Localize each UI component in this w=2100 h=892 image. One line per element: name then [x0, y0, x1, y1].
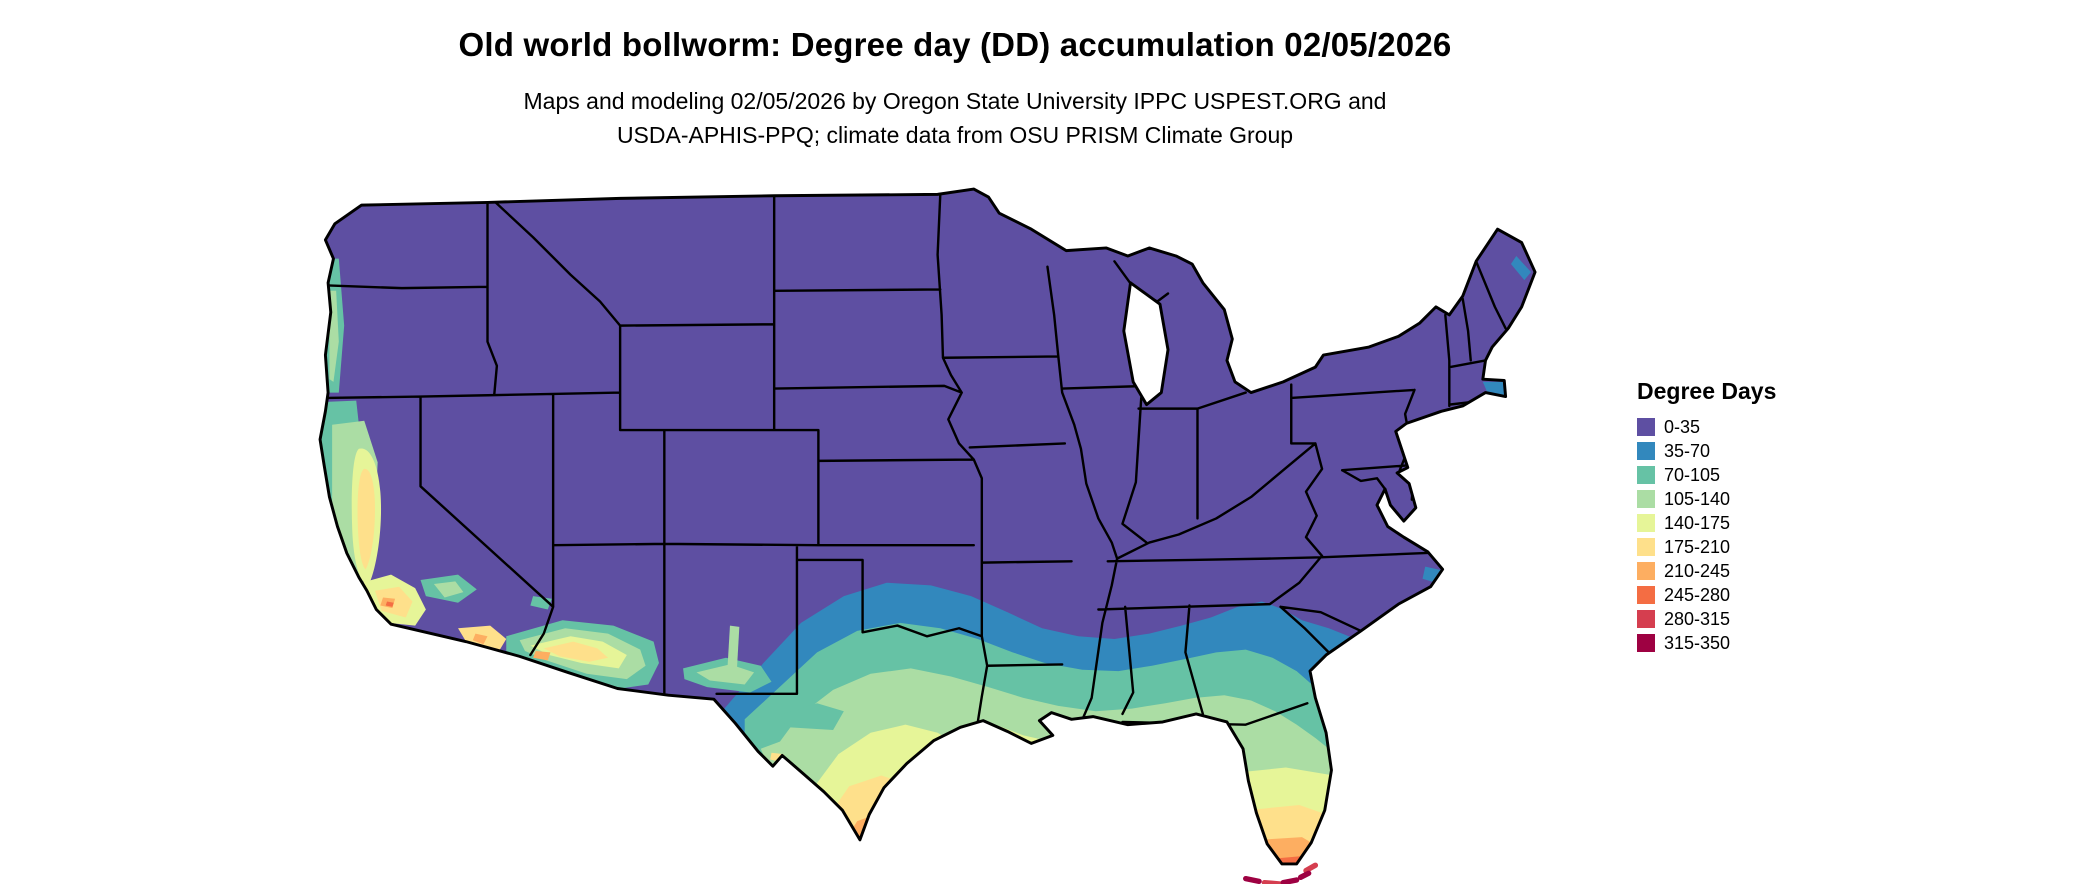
florida-keys: [1243, 862, 1319, 884]
patch-maine-coast-blue: [1510, 255, 1532, 281]
legend-swatch: [1637, 634, 1655, 652]
map-title: Old world bollworm: Degree day (DD) accu…: [458, 26, 1452, 63]
legend-label: 175-210: [1664, 537, 1731, 557]
legend-label: 70-105: [1664, 465, 1721, 485]
subtitle-line-2: USDA-APHIS-PPQ; climate data from OSU PR…: [616, 122, 1294, 148]
patch-imperial-orange: [472, 633, 488, 645]
patch-arizona-yellow: [543, 641, 609, 662]
patch-new-mexico-green: [696, 664, 755, 685]
band-140-175-florida: [1234, 767, 1335, 819]
legend-label: 35-70: [1664, 441, 1711, 461]
legend: Degree Days 0-35 35-70 70-105 105-140 140-17…: [1637, 378, 1776, 655]
subtitle-line-1: Maps and modeling 02/05/2026 by Oregon S…: [523, 88, 1387, 114]
legend-item: 105-140: [1637, 487, 1776, 511]
legend-item: 175-210: [1637, 535, 1776, 559]
header: Old world bollworm: Degree day (DD) accu…: [0, 0, 1910, 152]
legend-label: 105-140: [1664, 489, 1731, 509]
legend-item: 210-245: [1637, 559, 1776, 583]
band-175-210-florida: [1245, 804, 1331, 854]
legend-swatch: [1637, 586, 1655, 604]
legend-swatch: [1637, 418, 1655, 436]
patch-mojave-green: [433, 581, 464, 598]
legend-item: 245-280: [1637, 583, 1776, 607]
legend-label: 280-315: [1664, 609, 1731, 629]
legend-swatch: [1637, 538, 1655, 556]
legend-swatch: [1637, 514, 1655, 532]
patch-socal-deep-orange: [385, 601, 394, 607]
legend-title: Degree Days: [1637, 378, 1777, 404]
legend-swatch: [1637, 466, 1655, 484]
us-outline: [318, 187, 1537, 866]
legend-items: 0-35 35-70 70-105 105-140 140-175 175-210 210-…: [1637, 415, 1776, 655]
legend-label: 315-350: [1664, 633, 1731, 653]
legend-item: 280-315: [1637, 607, 1776, 631]
band-245-280-texas-tip: [846, 831, 887, 864]
legend-item: 140-175: [1637, 511, 1776, 535]
legend-label: 140-175: [1664, 513, 1731, 533]
state-borders: [324, 193, 1507, 726]
patch-west-texas-teal: [774, 703, 844, 731]
legend-swatch: [1637, 442, 1655, 460]
legend-label: 210-245: [1664, 561, 1731, 581]
legend-item: 35-70: [1637, 439, 1776, 463]
legend-swatch: [1637, 562, 1655, 580]
state-border-lines: [324, 193, 1507, 726]
map-subtitle: Maps and modeling 02/05/2026 by Oregon S…: [0, 84, 1910, 152]
legend-label: 0-35: [1664, 417, 1701, 437]
legend-item: 70-105: [1637, 463, 1776, 487]
patch-arizona-orange: [533, 651, 551, 661]
us-degree-day-map: [318, 187, 1537, 884]
legend-item: 0-35: [1637, 415, 1776, 439]
legend-item: 315-350: [1637, 631, 1776, 655]
legend-label: 245-280: [1664, 585, 1731, 605]
keys-darkred-dashes: [1243, 870, 1312, 884]
patch-central-valley-yellow: [357, 468, 375, 570]
legend-swatch: [1637, 490, 1655, 508]
patch-rio-grande-streak: [727, 625, 740, 674]
patch-cape-cod-blue: [1482, 381, 1505, 396]
legend-swatch: [1637, 610, 1655, 628]
keys-red-dashes: [1261, 862, 1319, 884]
